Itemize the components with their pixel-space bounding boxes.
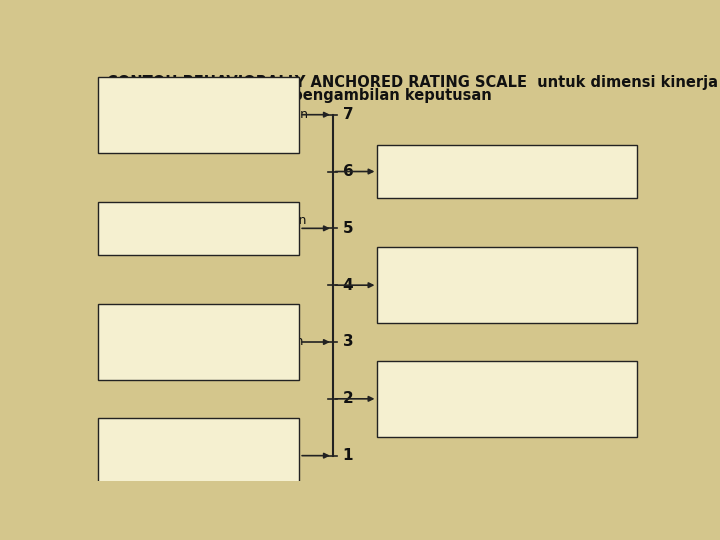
- Text: 3: 3: [343, 334, 354, 349]
- FancyBboxPatch shape: [99, 417, 300, 494]
- Text: Dapat diharapkan memecahkan
Masalah pada saat muncul: Dapat diharapkan memecahkan Masalah pada…: [105, 214, 307, 242]
- FancyBboxPatch shape: [377, 247, 637, 323]
- Text: Dapat diharapkan membawa
Masalah ke jenjang lbh tinggi: Dapat diharapkan membawa Masalah ke jenj…: [384, 157, 567, 186]
- Text: 2: 2: [343, 392, 354, 406]
- Text: 6: 6: [343, 164, 354, 179]
- Text: Dapat diharapkan membuat
Solusi temporer masalah yang
mencuat: Dapat diharapkan membuat Solusi temporer…: [384, 263, 575, 307]
- Text: CONTOH BEHAVIORALLY ANCHORED RATING SCALE  untuk dimensi kinerja: CONTOH BEHAVIORALLY ANCHORED RATING SCAL…: [107, 75, 718, 90]
- FancyBboxPatch shape: [377, 361, 637, 437]
- Text: 1: 1: [343, 448, 354, 463]
- Text: 7: 7: [343, 107, 354, 122]
- Text: 4: 4: [343, 278, 354, 293]
- Text: Dapat diharapkan membuat
Keputusan tanpa pertimbangan
Reaksi dari bawahan: Dapat diharapkan membuat Keputusan tanpa…: [105, 320, 303, 364]
- FancyBboxPatch shape: [99, 77, 300, 153]
- Text: Dapat diharapkan melakukan
Pembicaraan rinci dengan rekan
Kerja untuk masalah te: Dapat diharapkan melakukan Pembicaraan r…: [105, 93, 308, 137]
- Text: 5: 5: [343, 221, 354, 236]
- FancyBboxPatch shape: [99, 202, 300, 255]
- Text: Dapat diharapkan memberikan
Prioritas perasaan pribadi pada
Saat membuat keputus: Dapat diharapkan memberikan Prioritas pe…: [384, 377, 581, 421]
- Text: Dapat menolak membuat
Keputusan pada saat
dibutuhkan: Dapat menolak membuat Keputusan pada saa…: [105, 434, 265, 478]
- Text: Pemecahan masalah / pengambilan keputusan: Pemecahan masalah / pengambilan keputusa…: [107, 87, 492, 103]
- FancyBboxPatch shape: [377, 145, 637, 198]
- FancyBboxPatch shape: [99, 304, 300, 380]
